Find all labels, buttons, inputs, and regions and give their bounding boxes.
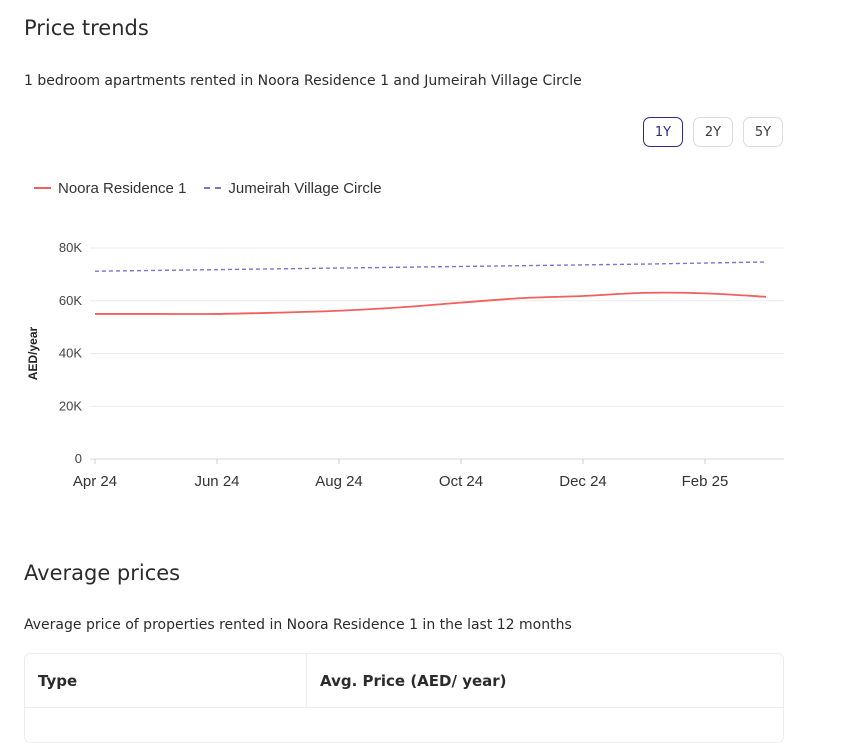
average-prices-heading: Average prices [24, 561, 181, 585]
price-trends-subtitle: 1 bedroom apartments rented in Noora Res… [24, 73, 582, 89]
series-line-jumeirah-village-circle [94, 261, 767, 272]
x-tick-label: Jun 24 [194, 473, 239, 490]
column-header-type[interactable]: Type [25, 654, 307, 707]
y-tick-label: 80K [59, 240, 82, 255]
x-tick-label: Feb 25 [682, 473, 729, 490]
y-tick-label: 60K [59, 293, 82, 308]
legend-item-jvc[interactable]: Jumeirah Village Circle [204, 179, 382, 197]
y-tick-label: 40K [59, 346, 82, 361]
average-prices-subtitle: Average price of properties rented in No… [24, 617, 572, 633]
chart-legend: Noora Residence 1 Jumeirah Village Circl… [34, 178, 400, 198]
x-tick-label: Dec 24 [559, 473, 607, 490]
average-prices-table: Type Avg. Price (AED/ year) [24, 653, 784, 743]
x-tick-label: Oct 24 [439, 473, 483, 490]
legend-solid-line-icon [34, 187, 51, 189]
range-2y-button[interactable]: 2Y [693, 117, 733, 147]
table-header-row: Type Avg. Price (AED/ year) [25, 654, 783, 708]
x-tick-label: Apr 24 [73, 473, 117, 490]
legend-label-noora: Noora Residence 1 [58, 179, 187, 197]
x-tick-label: Aug 24 [315, 473, 363, 490]
y-tick-label: 0 [75, 451, 82, 466]
range-5y-button[interactable]: 5Y [743, 117, 783, 147]
y-axis-label: AED/year [26, 326, 40, 380]
price-trends-heading: Price trends [24, 16, 149, 40]
series-line-noora-residence [95, 291, 767, 315]
legend-item-noora[interactable]: Noora Residence 1 [34, 180, 186, 197]
price-trend-chart: 0 20K 40K 60K 80K AED/year Apr 24 Jun 24 Aug 24 O… [26, 240, 784, 490]
legend-dashed-line-icon [204, 187, 222, 189]
legend-label-jvc: Jumeirah Village Circle [228, 179, 382, 197]
range-1y-button[interactable]: 1Y [643, 117, 683, 147]
column-header-avg-price[interactable]: Avg. Price (AED/ year) [320, 671, 507, 690]
y-tick-label: 20K [59, 398, 82, 413]
